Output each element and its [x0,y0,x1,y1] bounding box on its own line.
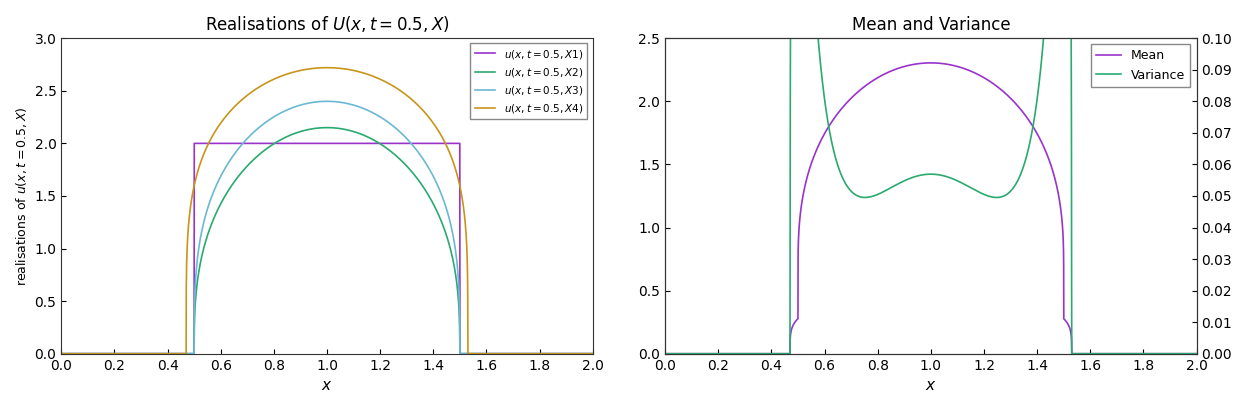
Mean [1189,351,1204,356]
$u(x, t = 0.5, X1)$ [557,351,572,356]
$u(x, t = 0.5, X1)$ [314,141,329,146]
$u(x, t = 0.5, X1)$ [158,351,173,356]
Mean [923,61,938,66]
Mean [689,351,704,356]
Mean [679,351,694,356]
Mean [1161,351,1176,356]
$u(x, t = 0.5, X3)$ [158,351,173,356]
Line: $u(x, t = 0.5, X1)$: $u(x, t = 0.5, X1)$ [61,143,593,354]
Variance [660,351,675,356]
$u(x, t = 0.5, X4)$ [76,351,91,356]
$u(x, t = 0.5, X4)$ [586,351,601,356]
Variance [658,351,673,356]
$u(x, t = 0.5, X3)$ [56,351,71,356]
Mean [658,351,673,356]
$u(x, t = 0.5, X2)$ [319,125,334,130]
$u(x, t = 0.5, X3)$ [319,99,334,104]
$u(x, t = 0.5, X1)$ [586,351,601,356]
Line: $u(x, t = 0.5, X4)$: $u(x, t = 0.5, X4)$ [61,68,593,354]
Legend: Mean, Variance: Mean, Variance [1091,44,1190,87]
$u(x, t = 0.5, X4)$ [54,351,69,356]
Line: Mean: Mean [665,63,1196,354]
X-axis label: $x$: $x$ [321,378,333,393]
$u(x, t = 0.5, X4)$ [158,351,173,356]
X-axis label: $x$: $x$ [925,378,937,393]
$u(x, t = 0.5, X2)$ [158,351,173,356]
Legend: $u(x, t = 0.5, X1)$, $u(x, t = 0.5, X2)$, $u(x, t = 0.5, X3)$, $u(x, t = 0.5, X4: $u(x, t = 0.5, X1)$, $u(x, t = 0.5, X2)$… [471,44,587,119]
$u(x, t = 0.5, X2)$ [54,351,69,356]
$u(x, t = 0.5, X4)$ [86,351,101,356]
Mean [761,351,776,356]
$u(x, t = 0.5, X3)$ [54,351,69,356]
$u(x, t = 0.5, X2)$ [56,351,71,356]
$u(x, t = 0.5, X1)$ [86,351,101,356]
$u(x, t = 0.5, X2)$ [586,351,601,356]
$u(x, t = 0.5, X4)$ [319,65,334,70]
$u(x, t = 0.5, X3)$ [314,99,329,104]
$u(x, t = 0.5, X3)$ [557,351,572,356]
$u(x, t = 0.5, X3)$ [586,351,601,356]
Variance [917,172,932,177]
$u(x, t = 0.5, X3)$ [76,351,91,356]
$u(x, t = 0.5, X2)$ [76,351,91,356]
Line: $u(x, t = 0.5, X3)$: $u(x, t = 0.5, X3)$ [61,101,593,354]
Variance [1161,351,1176,356]
Line: Variance: Variance [665,0,1196,354]
Y-axis label: realisations of $u(x, t=0.5, X)$: realisations of $u(x, t=0.5, X)$ [14,106,29,286]
Variance [761,351,776,356]
Variance [1189,351,1204,356]
$u(x, t = 0.5, X3)$ [86,351,101,356]
$u(x, t = 0.5, X1)$ [54,351,69,356]
Title: Mean and Variance: Mean and Variance [851,16,1011,34]
Line: $u(x, t = 0.5, X2)$: $u(x, t = 0.5, X2)$ [61,128,593,354]
Mean [917,61,932,66]
$u(x, t = 0.5, X2)$ [314,125,329,130]
$u(x, t = 0.5, X1)$ [56,351,71,356]
Variance [689,351,704,356]
$u(x, t = 0.5, X1)$ [76,351,91,356]
$u(x, t = 0.5, X1)$ [187,141,202,146]
Mean [660,351,675,356]
$u(x, t = 0.5, X2)$ [557,351,572,356]
$u(x, t = 0.5, X4)$ [314,66,329,70]
$u(x, t = 0.5, X4)$ [56,351,71,356]
$u(x, t = 0.5, X4)$ [557,351,572,356]
Title: Realisations of $U(x, t = 0.5, X)$: Realisations of $U(x, t = 0.5, X)$ [204,14,450,34]
Variance [679,351,694,356]
$u(x, t = 0.5, X2)$ [86,351,101,356]
